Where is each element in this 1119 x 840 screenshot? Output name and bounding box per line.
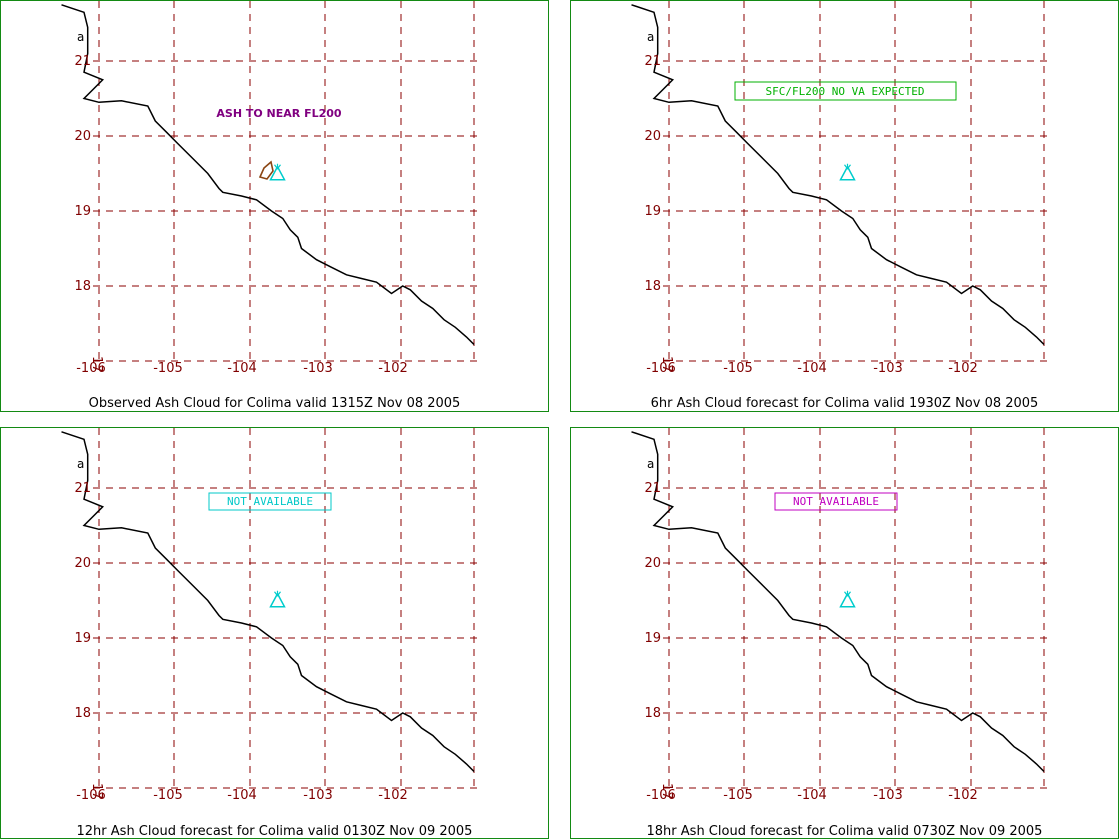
- lon-tick-label: -106: [76, 788, 106, 803]
- lon-tick-label: -103: [873, 788, 903, 803]
- panel-caption: 6hr Ash Cloud forecast for Colima valid …: [650, 396, 1039, 411]
- lon-tick-label: -104: [797, 788, 827, 803]
- axis-tick-labels: -106 -105 -104 -103 -102 21 20 19 18 17: [644, 54, 977, 376]
- lon-tick-label: -104: [227, 788, 257, 803]
- ash-annotation: ASH TO NEAR FL200: [216, 107, 342, 120]
- north-marker: a: [647, 457, 654, 471]
- panel-caption: 18hr Ash Cloud forecast for Colima valid…: [646, 824, 1043, 839]
- volcano-plume: [844, 590, 851, 597]
- lat-tick-label: 20: [74, 129, 91, 144]
- panel-caption: 12hr Ash Cloud forecast for Colima valid…: [76, 824, 473, 839]
- lat-tick-label: 17: [659, 783, 674, 800]
- lat-tick-label: 18: [74, 279, 91, 294]
- axis-tick-labels: -106 -105 -104 -103 -102 21 20 19 18 17: [74, 54, 407, 376]
- lat-tick-label: 17: [659, 356, 674, 373]
- lon-tick-label: -104: [227, 361, 257, 376]
- annotation-box: [734, 81, 957, 101]
- forecast-6hr-panel: -106 -105 -104 -103 -102 21 20 19 18 17 a SFC/FL2…: [570, 0, 1119, 412]
- coastline: [631, 431, 1045, 773]
- annotation-box: [774, 492, 898, 511]
- lat-tick-label: 20: [74, 556, 91, 571]
- observed-ash-panel: -106 -105 -104 -103 -102 21 20 19 18 17 a ASH TO …: [0, 0, 549, 412]
- lat-tick-label: 17: [89, 356, 104, 373]
- lon-tick-label: -103: [303, 361, 333, 376]
- lat-tick-label: 18: [644, 706, 661, 721]
- map-canvas: -106 -105 -104 -103 -102 21 20 19 18 17 a NOT AVA…: [631, 428, 1049, 803]
- volcano-icon: [839, 163, 856, 181]
- lat-lon-grid: [663, 1, 1049, 363]
- north-marker: a: [77, 457, 84, 471]
- lon-tick-label: -105: [723, 788, 753, 803]
- lat-lon-grid: [93, 1, 479, 363]
- ash-cloud-polygon: [258, 160, 274, 180]
- volcano-triangle: [839, 592, 856, 608]
- annotation-box: [208, 492, 332, 511]
- lon-tick-label: -102: [948, 788, 978, 803]
- volcano-triangle: [269, 592, 286, 608]
- lon-tick-label: -105: [723, 361, 753, 376]
- lat-tick-label: 19: [644, 204, 661, 219]
- lon-tick-label: -103: [303, 788, 333, 803]
- lat-tick-label: 19: [74, 631, 91, 646]
- forecast-18hr-panel: -106 -105 -104 -103 -102 21 20 19 18 17 a NOT AVA…: [570, 427, 1119, 839]
- coastline: [61, 431, 475, 773]
- lat-lon-grid: [93, 428, 479, 790]
- lat-tick-label: 21: [644, 481, 661, 496]
- axis-tick-labels: -106 -105 -104 -103 -102 21 20 19 18 17: [644, 481, 977, 803]
- lon-tick-label: -105: [153, 361, 183, 376]
- lat-tick-label: 20: [644, 129, 661, 144]
- coastline: [61, 4, 475, 346]
- north-marker: a: [647, 30, 654, 44]
- lat-tick-label: 21: [74, 481, 91, 496]
- axis-tick-labels: -106 -105 -104 -103 -102 21 20 19 18 17: [74, 481, 407, 803]
- coastline: [631, 4, 1045, 346]
- lon-tick-label: -106: [646, 361, 676, 376]
- volcano-icon: [269, 163, 286, 181]
- forecast-annotation: NOT AVAILABLE: [793, 495, 879, 508]
- lon-tick-label: -105: [153, 788, 183, 803]
- map-canvas: -106 -105 -104 -103 -102 21 20 19 18 17 a NOT AVA…: [61, 428, 479, 803]
- panel-caption: Observed Ash Cloud for Colima valid 1315…: [88, 396, 461, 411]
- volcano-triangle: [269, 165, 286, 181]
- map-canvas: -106 -105 -104 -103 -102 21 20 19 18 17 a SFC/FL2…: [631, 1, 1049, 376]
- lon-tick-label: -106: [76, 361, 106, 376]
- lat-tick-label: 19: [644, 631, 661, 646]
- lon-tick-label: -104: [797, 361, 827, 376]
- volcano-plume: [274, 163, 281, 170]
- lat-tick-label: 18: [644, 279, 661, 294]
- forecast-annotation: NOT AVAILABLE: [227, 495, 313, 508]
- lat-tick-label: 18: [74, 706, 91, 721]
- forecast-annotation: SFC/FL200 NO VA EXPECTED: [766, 85, 925, 98]
- volcano-triangle: [839, 165, 856, 181]
- lat-lon-grid: [663, 428, 1049, 790]
- lat-tick-label: 19: [74, 204, 91, 219]
- lat-tick-label: 17: [89, 783, 104, 800]
- north-marker: a: [77, 30, 84, 44]
- lon-tick-label: -102: [378, 788, 408, 803]
- map-canvas: -106 -105 -104 -103 -102 21 20 19 18 17 a ASH TO …: [61, 1, 479, 376]
- lon-tick-label: -102: [378, 361, 408, 376]
- lat-tick-label: 20: [644, 556, 661, 571]
- volcano-plume: [274, 590, 281, 597]
- lon-tick-label: -106: [646, 788, 676, 803]
- volcano-icon: [269, 590, 286, 608]
- forecast-12hr-panel: -106 -105 -104 -103 -102 21 20 19 18 17 a NOT AVA…: [0, 427, 549, 839]
- lon-tick-label: -103: [873, 361, 903, 376]
- lat-tick-label: 21: [74, 54, 91, 69]
- lon-tick-label: -102: [948, 361, 978, 376]
- volcano-plume: [844, 163, 851, 170]
- volcano-icon: [839, 590, 856, 608]
- lat-tick-label: 21: [644, 54, 661, 69]
